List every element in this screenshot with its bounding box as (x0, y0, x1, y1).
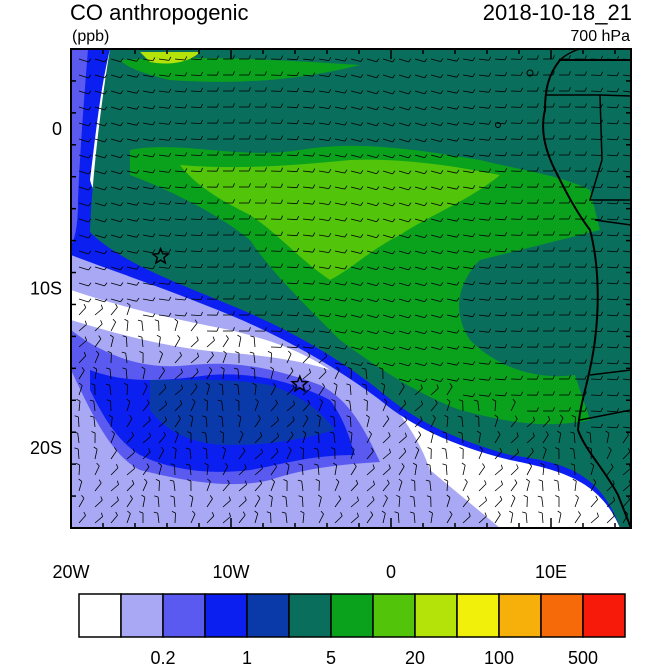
x-tick-label: 0 (386, 562, 396, 582)
colorbar-box (372, 593, 416, 638)
colorbar-label: 100 (484, 648, 514, 667)
colorbar-box (204, 593, 248, 638)
x-tick-label: 20W (52, 562, 89, 582)
y-axis: 0 10S 20S (30, 48, 631, 529)
y-tick-label: 10S (30, 279, 62, 299)
x-tick-label: 10W (212, 562, 249, 582)
colorbar-label: 1 (242, 648, 252, 667)
colorbar-label: 500 (568, 648, 598, 667)
colorbar-box (120, 593, 164, 638)
colorbar-box (456, 593, 500, 638)
y-tick-label: 20S (30, 438, 62, 458)
map-title: CO anthropogenic (70, 0, 249, 25)
pressure-level-label: 700 hPa (570, 28, 630, 45)
colorbar-box (78, 593, 122, 638)
colorbar-label: 5 (326, 648, 336, 667)
colorbar-label: 20 (405, 648, 425, 667)
x-tick-label: 10E (535, 562, 567, 582)
x-axis: 20W 10W 0 10E (52, 49, 616, 582)
datetime-label: 2018-10-18_21 (482, 0, 632, 25)
wind-barbs (73, 55, 631, 524)
colorbar-box (288, 593, 332, 638)
y-tick-label: 0 (52, 119, 62, 139)
star-marker-2 (290, 374, 310, 393)
colorbar-box (582, 593, 626, 638)
colorbar-box (414, 593, 458, 638)
units-label: (ppb) (72, 28, 110, 45)
colorbar: 0.2 1 5 20 100 500 (78, 593, 626, 667)
markers (151, 246, 310, 393)
colorbar-box (540, 593, 584, 638)
plot-frame (70, 48, 632, 529)
colorbar-box (330, 593, 374, 638)
colorbar-box (498, 593, 542, 638)
star-marker-1 (151, 246, 171, 265)
colorbar-box (162, 593, 206, 638)
colorbar-box (246, 593, 290, 638)
co-concentration-field (71, 49, 631, 528)
colorbar-label: 0.2 (150, 648, 175, 667)
